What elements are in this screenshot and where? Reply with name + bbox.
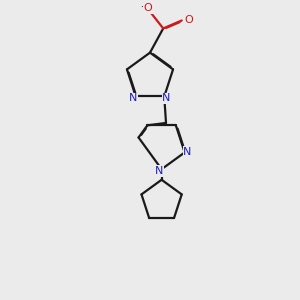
Text: N: N (155, 166, 164, 176)
Text: N: N (162, 93, 171, 103)
Text: O: O (144, 3, 153, 13)
Text: O: O (184, 16, 193, 26)
Text: N: N (183, 147, 191, 157)
Text: N: N (129, 93, 138, 103)
